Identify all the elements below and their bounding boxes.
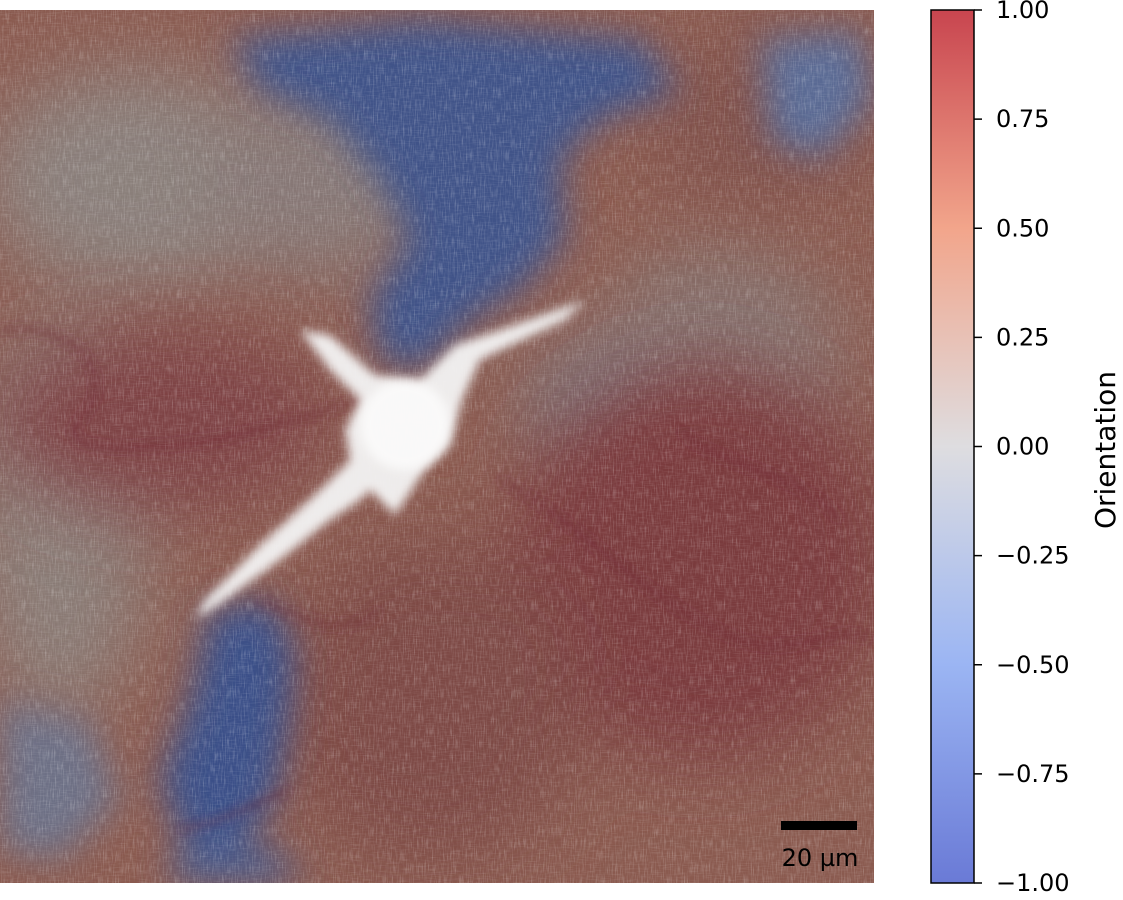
colorbar-gradient [930, 9, 975, 884]
micrograph-image [0, 10, 874, 883]
scale-bar-line [781, 821, 857, 830]
colorbar-label: Orientation [1089, 371, 1122, 529]
colorbar: 1.00 0.75 0.50 0.25 0.00 −0.25 −0.50 −0.75 −1.00… [930, 0, 1122, 897]
colorbar-tick-label: −0.25 [996, 542, 1070, 570]
scale-bar-label: 20 µm [782, 844, 859, 872]
colorbar-tick-label: −0.50 [996, 651, 1070, 679]
colorbar-tick-label: −0.75 [996, 760, 1070, 788]
colorbar-ticks: 1.00 0.75 0.50 0.25 0.00 −0.25 −0.50 −0.75 −1.00 [974, 0, 1070, 897]
cell-core [360, 380, 450, 470]
colorbar-tick-label: −1.00 [996, 869, 1070, 897]
colorbar-tick-label: 0.25 [996, 323, 1049, 351]
scale-bar: 20 µm [781, 821, 858, 872]
colorbar-tick-label: 0.50 [996, 214, 1049, 242]
colorbar-tick-label: 0.75 [996, 105, 1049, 133]
colorbar-tick-label: 1.00 [996, 0, 1049, 24]
colorbar-tick-label: 0.00 [996, 433, 1049, 461]
